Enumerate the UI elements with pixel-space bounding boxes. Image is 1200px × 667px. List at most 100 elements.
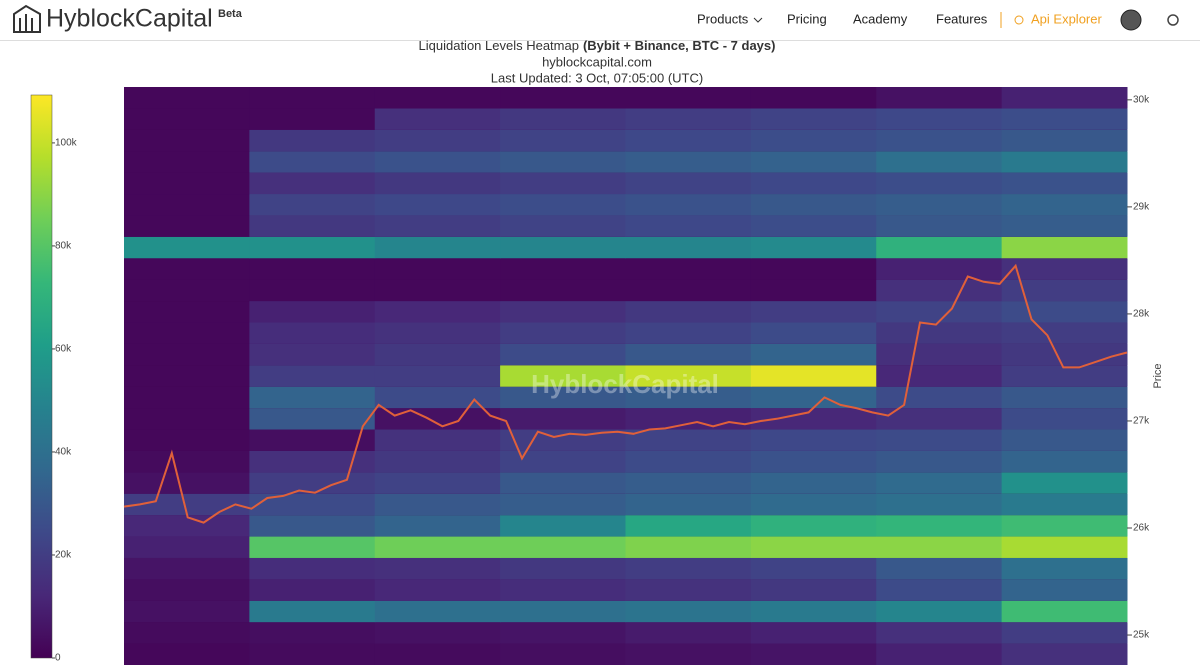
logo-icon[interactable] xyxy=(13,4,41,33)
heat-cell xyxy=(750,87,877,109)
heat-cell xyxy=(750,600,877,623)
heat-cell xyxy=(625,301,752,323)
heat-cell xyxy=(374,322,501,344)
y-tick-label: 27k xyxy=(1133,416,1150,427)
heat-cell xyxy=(249,429,376,451)
heat-cell xyxy=(750,493,877,516)
heat-cell xyxy=(1001,108,1128,130)
heat-cell xyxy=(249,301,376,323)
y-tick-label: 25k xyxy=(1133,630,1150,641)
heat-cell xyxy=(1001,579,1128,601)
heat-cell xyxy=(1001,129,1128,152)
heat-cell xyxy=(625,365,752,387)
heat-cell xyxy=(124,343,250,366)
heat-cell xyxy=(249,386,376,409)
chevron xyxy=(753,17,763,23)
heat-cell xyxy=(625,536,752,558)
nav-item[interactable]: Products xyxy=(697,11,749,26)
heat-cell xyxy=(124,129,250,152)
heat-cell xyxy=(876,579,1003,601)
heat-cell xyxy=(500,151,626,173)
heat-cell xyxy=(750,172,877,195)
heat-cell xyxy=(625,515,752,537)
heat-cell xyxy=(124,365,250,387)
heat-cell xyxy=(124,87,250,109)
heat-cell xyxy=(124,408,250,430)
heat-cell xyxy=(1001,622,1128,644)
heat-cell xyxy=(750,129,877,152)
nav-item[interactable]: Features xyxy=(936,11,988,26)
heat-cell xyxy=(1001,301,1128,323)
heat-cell xyxy=(876,386,1003,409)
heat-cell xyxy=(374,301,501,323)
colorbar xyxy=(30,94,53,659)
title-bold: (Bybit + Binance, BTC - 7 days) xyxy=(583,38,776,53)
heat-cell xyxy=(374,365,501,387)
plot: HyblockCapital xyxy=(123,87,1128,665)
heat-cell xyxy=(249,343,376,366)
heat-cell xyxy=(625,87,752,109)
heat-cell xyxy=(249,579,376,601)
y-tick-label: 28k xyxy=(1133,309,1150,320)
heat-cell xyxy=(374,343,501,366)
heat-cell xyxy=(750,579,877,601)
heat-cell xyxy=(876,258,1003,280)
heat-cell xyxy=(124,194,250,216)
heat-cell xyxy=(124,172,250,195)
heat-cell xyxy=(876,450,1003,473)
heat-cell xyxy=(625,408,752,430)
heat-cell xyxy=(750,643,877,665)
heat-cell xyxy=(249,450,376,473)
heat-cell xyxy=(500,622,626,644)
heat-cell xyxy=(374,536,501,558)
heat-cell xyxy=(249,365,376,387)
nav-item[interactable]: Academy xyxy=(853,11,908,26)
heat-cell xyxy=(500,172,626,195)
heat-cell xyxy=(249,643,376,665)
heat-cell xyxy=(249,151,376,173)
heat-cell xyxy=(500,557,626,580)
heat-cell xyxy=(249,322,376,344)
heat-cell xyxy=(876,622,1003,644)
heat-cell xyxy=(625,258,752,280)
theme-toggle[interactable] xyxy=(1167,14,1179,26)
heat-cell xyxy=(625,493,752,516)
heat-cell xyxy=(876,87,1003,109)
logo-text[interactable]: HyblockCapital xyxy=(46,5,213,33)
heat-cell xyxy=(374,386,501,409)
heat-cell xyxy=(374,600,501,623)
heat-cell xyxy=(124,215,250,237)
y-axis-label: Price xyxy=(1152,363,1164,388)
heat-cell xyxy=(374,194,501,216)
heat-cell xyxy=(124,108,250,130)
heat-cell xyxy=(124,472,250,494)
colorbar-tick-label: 40k xyxy=(55,447,72,458)
heat-cell xyxy=(625,322,752,344)
heat-cell xyxy=(876,493,1003,516)
heat-cell xyxy=(249,515,376,537)
heat-cell xyxy=(750,429,877,451)
heat-cell xyxy=(374,215,501,237)
heat-cell xyxy=(500,279,626,302)
heat-cell xyxy=(124,258,250,280)
heat-cell xyxy=(500,258,626,280)
api-link[interactable]: Api Explorer xyxy=(1031,11,1102,26)
heat-cell xyxy=(500,301,626,323)
heat-cell xyxy=(750,557,877,580)
avatar[interactable] xyxy=(1120,9,1142,31)
heat-cell xyxy=(124,322,250,344)
heat-cell xyxy=(625,279,752,302)
heat-cell xyxy=(750,215,877,237)
heat-cell xyxy=(876,108,1003,130)
heat-cell xyxy=(625,172,752,195)
heat-cell xyxy=(249,536,376,558)
heat-cell xyxy=(876,129,1003,152)
heat-cell xyxy=(876,515,1003,537)
heat-cell xyxy=(876,194,1003,216)
heat-cell xyxy=(625,643,752,665)
nav-item[interactable]: Pricing xyxy=(787,11,827,26)
heat-cell xyxy=(876,408,1003,430)
updated: Last Updated: 3 Oct, 07:05:00 (UTC) xyxy=(491,70,703,85)
heat-cell xyxy=(374,622,501,644)
heat-cell xyxy=(124,622,250,644)
